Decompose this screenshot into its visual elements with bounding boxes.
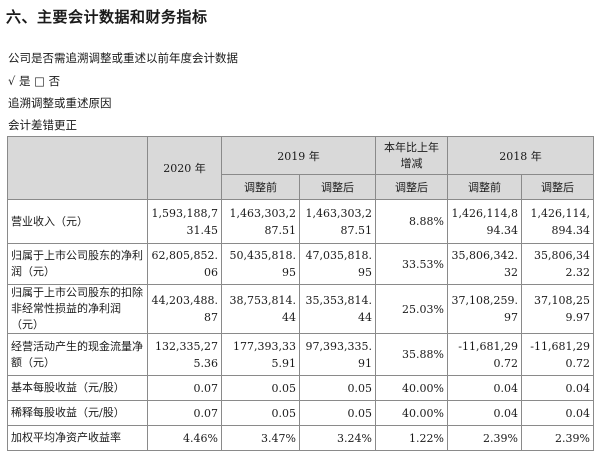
header-2020: 2020 年	[147, 136, 222, 200]
header-blank	[7, 136, 148, 200]
header-2019-after: 调整后	[299, 174, 376, 200]
cell-2019-after: 0.05	[299, 375, 376, 401]
row-label: 加权平均净资产收益率	[7, 425, 148, 451]
section-title: 六、主要会计数据和财务指标	[6, 8, 208, 26]
cell-2019-before: 50,435,818.95	[221, 243, 300, 285]
table-row: 归属于上市公司股东的净利润（元） 62,805,852.06 50,435,81…	[7, 243, 594, 285]
table-row: 加权平均净资产收益率 4.46% 3.47% 3.24% 1.22% 2.39%…	[7, 425, 594, 451]
cell-2018-before: 2.39%	[447, 425, 522, 451]
financial-indicators-table: 2020 年 2019 年 本年比上年增减 2018 年 调整前 调整后 调整后…	[7, 136, 594, 451]
cell-2018-after: -11,681,290.72	[521, 333, 594, 376]
cell-2018-before: 35,806,342.32	[447, 243, 522, 285]
cell-change: 40.00%	[375, 375, 448, 401]
row-label: 营业收入（元）	[7, 199, 148, 244]
header-2019: 2019 年	[221, 136, 376, 175]
table-row: 基本每股收益（元/股） 0.07 0.05 0.05 40.00% 0.04 0…	[7, 375, 594, 401]
cell-2019-before: 0.05	[221, 400, 300, 426]
header-2018-after: 调整后	[521, 174, 594, 200]
header-change-after: 调整后	[375, 174, 448, 200]
header-2019-before: 调整前	[221, 174, 300, 200]
cell-2019-before: 3.47%	[221, 425, 300, 451]
restatement-question: 公司是否需追溯调整或重述以前年度会计数据	[8, 51, 238, 65]
cell-2020: 0.07	[147, 375, 222, 401]
cell-2019-after: 3.24%	[299, 425, 376, 451]
table-row: 稀释每股收益（元/股） 0.07 0.05 0.05 40.00% 0.04 0…	[7, 400, 594, 426]
cell-2018-after: 2.39%	[521, 425, 594, 451]
header-2018: 2018 年	[447, 136, 594, 175]
cell-change: 25.03%	[375, 284, 448, 334]
cell-2020: 1,593,188,731.45	[147, 199, 222, 244]
cell-2018-before: 37,108,259.97	[447, 284, 522, 334]
cell-change: 33.53%	[375, 243, 448, 285]
cell-2018-before: 1,426,114,894.34	[447, 199, 522, 244]
cell-2018-after: 0.04	[521, 375, 594, 401]
cell-2019-after: 1,463,303,287.51	[299, 199, 376, 244]
cell-2020: 44,203,488.87	[147, 284, 222, 334]
row-label: 稀释每股收益（元/股）	[7, 400, 148, 426]
cell-2019-after: 47,035,818.95	[299, 243, 376, 285]
table-row: 经营活动产生的现金流量净额（元） 132,335,275.36 177,393,…	[7, 333, 594, 376]
cell-2019-after: 35,353,814.44	[299, 284, 376, 334]
cell-2019-before: 1,463,303,287.51	[221, 199, 300, 244]
cell-change: 1.22%	[375, 425, 448, 451]
cell-2020: 0.07	[147, 400, 222, 426]
cell-2018-before: -11,681,290.72	[447, 333, 522, 376]
restatement-answer: √ 是 □ 否	[8, 74, 61, 88]
cell-change: 35.88%	[375, 333, 448, 376]
cell-2020: 132,335,275.36	[147, 333, 222, 376]
cell-2020: 62,805,852.06	[147, 243, 222, 285]
cell-2019-after: 0.05	[299, 400, 376, 426]
cell-2019-before: 177,393,335.91	[221, 333, 300, 376]
cell-2018-after: 1,426,114,894.34	[521, 199, 594, 244]
cell-2018-before: 0.04	[447, 375, 522, 401]
cell-2018-after: 35,806,342.32	[521, 243, 594, 285]
cell-2018-before: 0.04	[447, 400, 522, 426]
cell-change: 40.00%	[375, 400, 448, 426]
cell-2018-after: 37,108,259.97	[521, 284, 594, 334]
cell-2020: 4.46%	[147, 425, 222, 451]
row-label: 归属于上市公司股东的净利润（元）	[7, 243, 148, 285]
row-label: 经营活动产生的现金流量净额（元）	[7, 333, 148, 376]
header-2018-before: 调整前	[447, 174, 522, 200]
table-row: 营业收入（元） 1,593,188,731.45 1,463,303,287.5…	[7, 199, 594, 244]
row-label: 基本每股收益（元/股）	[7, 375, 148, 401]
restatement-reason-label: 追溯调整或重述原因	[8, 96, 112, 110]
cell-2019-after: 97,393,335.91	[299, 333, 376, 376]
table-row: 归属于上市公司股东的扣除非经常性损益的净利润（元） 44,203,488.87 …	[7, 284, 594, 334]
restatement-reason: 会计差错更正	[8, 118, 77, 132]
row-label: 归属于上市公司股东的扣除非经常性损益的净利润（元）	[7, 284, 148, 334]
cell-2018-after: 0.04	[521, 400, 594, 426]
cell-change: 8.88%	[375, 199, 448, 244]
cell-2019-before: 38,753,814.44	[221, 284, 300, 334]
header-change: 本年比上年增减	[375, 136, 448, 175]
cell-2019-before: 0.05	[221, 375, 300, 401]
